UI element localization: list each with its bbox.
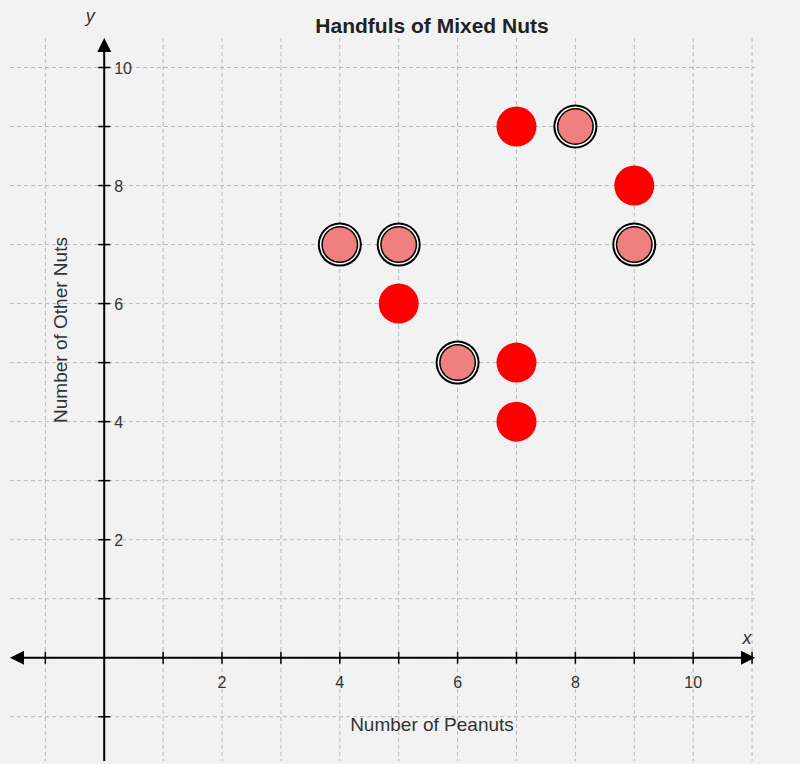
y-tick-label: 4 [114,414,123,431]
point [496,343,536,383]
y-tick [98,303,110,305]
point-inner-ring [616,226,653,263]
grid-line-x [280,38,281,761]
y-tick [98,598,110,600]
grid-line-x [104,38,105,761]
y-tick [98,185,110,187]
grid-line-x [634,38,635,761]
ringed-point [377,223,421,267]
point-inner-ring [557,108,594,145]
x-tick [280,652,282,664]
title: Handfuls of Mixed Nuts [315,14,548,37]
x-axis-arrow [10,651,24,665]
x-tick [457,652,459,664]
grid-line-x [163,38,164,761]
point-gap [555,107,595,147]
point-ring [612,223,656,267]
point [441,346,475,380]
y-axis-name: y [84,6,96,26]
tick-labels: 2 4 6 8 10 2 4 6 8 10 [114,60,702,691]
point-inner-ring [321,226,358,263]
y-tick [98,480,110,482]
point-gap [320,225,360,265]
point-gap [438,343,478,383]
grid-line-y [10,480,755,481]
x-tick [162,652,164,664]
point-gap [614,225,654,265]
point [379,284,419,324]
point [617,228,651,262]
y-tick [98,244,110,246]
ringed-point [553,105,597,149]
grid-line-x [457,38,458,761]
y-tick [98,539,110,541]
ringed-point [436,341,480,385]
ringed-point [318,223,362,267]
x-tick [221,652,223,664]
chart-container: 2 4 6 8 10 2 4 6 8 10 Handfuls of Mixed Nuts Number… [0,0,800,764]
grid-line-x [339,38,340,761]
grid-line-x [693,38,694,761]
point [614,166,654,206]
point [323,228,357,262]
y-tick-label: 10 [114,60,132,77]
y-tick [98,67,110,69]
grid-line-y [10,362,755,363]
point-ring [436,341,480,385]
grid-line-y [10,598,755,599]
grid-line-y [10,126,755,127]
point [496,402,536,442]
point [382,228,416,262]
y-tick [98,362,110,364]
point-gap [379,225,419,265]
y-tick-label: 2 [114,532,123,549]
x-tick [339,652,341,664]
x-tick [45,652,47,664]
grid-line-y [10,657,755,658]
x-axis-name: x [742,628,753,648]
x-tick-label: 2 [218,674,227,691]
background [0,0,800,764]
chart-svg: 2 4 6 8 10 2 4 6 8 10 Handfuls of Mixed Nuts Number… [0,0,800,764]
axes [10,38,755,761]
x-tick [575,652,577,664]
y-axis-label: Number of Other Nuts [50,237,71,423]
grid [10,38,755,761]
y-tick-label: 6 [114,296,123,313]
point-ring [553,105,597,149]
x-tick [516,652,518,664]
grid-line-x [222,38,223,761]
x-axis-label: Number of Peanuts [350,714,514,735]
point-inner-ring [380,226,417,263]
point-inner-ring [439,344,476,381]
point-ring [318,223,362,267]
x-tick-label: 6 [453,674,462,691]
point [558,110,592,144]
grid-line-x [398,38,399,761]
x-tick-label: 8 [571,674,580,691]
y-tick [98,421,110,423]
x-tick-label: 10 [684,674,702,691]
x-tick-label: 4 [335,674,344,691]
x-axis [18,657,747,659]
grid-line-x [752,38,753,761]
y-tick [98,716,110,718]
ringed-point [612,223,656,267]
x-tick [634,652,636,664]
y-tick [98,126,110,128]
point [496,107,536,147]
y-axis-arrow [97,38,111,52]
x-tick [692,652,694,664]
grid-line-x [45,38,46,761]
y-tick-label: 8 [114,178,123,195]
point-ring [377,223,421,267]
x-axis-arrow [741,651,755,665]
x-tick [751,652,753,664]
points [318,105,656,442]
y-axis [103,46,105,761]
x-tick [398,652,400,664]
